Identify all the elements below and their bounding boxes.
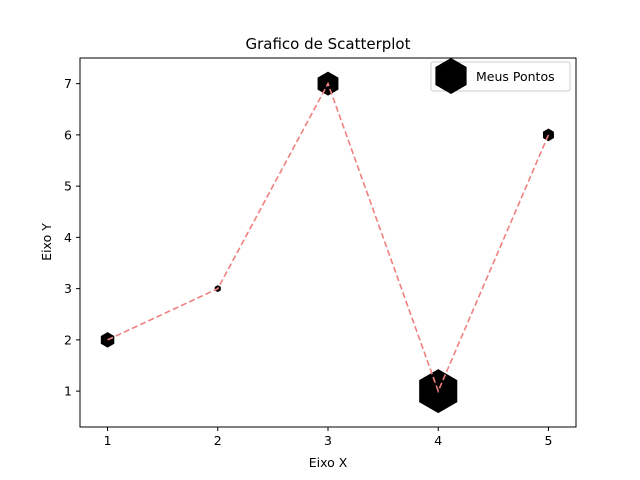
y-tick-label: 5 xyxy=(64,179,72,194)
y-axis-label: Eixo Y xyxy=(39,223,54,261)
legend-label: Meus Pontos xyxy=(476,69,555,84)
y-tick-label: 4 xyxy=(64,230,72,245)
data-point-5 xyxy=(542,128,554,142)
x-tick-label: 1 xyxy=(104,433,112,448)
legend-marker-hexagon xyxy=(435,58,467,94)
x-tick-label: 5 xyxy=(544,433,552,448)
chart-title: Grafico de Scatterplot xyxy=(245,35,410,53)
y-tick-label: 7 xyxy=(64,76,72,91)
x-tick-label: 4 xyxy=(434,433,442,448)
x-tick-label: 2 xyxy=(214,433,222,448)
y-tick-label: 2 xyxy=(64,332,72,347)
legend: Meus Pontos xyxy=(430,58,571,94)
axes-frame xyxy=(79,57,577,428)
data-point-1 xyxy=(100,332,115,348)
plot-layer xyxy=(100,71,554,414)
x-tick-label: 3 xyxy=(324,433,332,448)
y-tick-label: 3 xyxy=(64,281,72,296)
y-tick-label: 6 xyxy=(64,127,72,142)
ticks-layer: 1 2 3 4 5 1 2 3 4 5 6 7 xyxy=(64,76,552,448)
x-axis-label: Eixo X xyxy=(309,455,348,470)
y-tick-label: 1 xyxy=(64,384,72,399)
series-line xyxy=(107,81,550,394)
